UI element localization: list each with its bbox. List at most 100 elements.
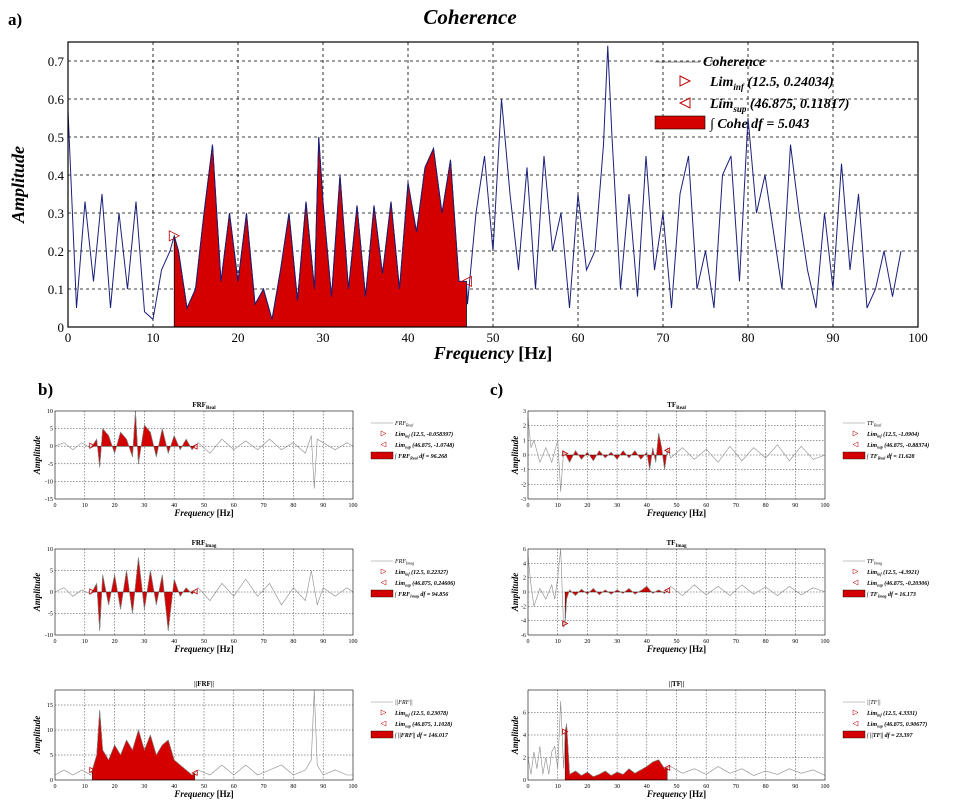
y-tick-label: -2 <box>521 604 526 610</box>
y-tick-label: -5 <box>48 612 53 618</box>
y-tick-label: 10 <box>47 728 53 734</box>
x-tick-label: 20 <box>584 639 590 645</box>
x-axis-label: Frequency [Hz] <box>173 644 233 654</box>
legend-lim-sup: Limsup (46.875, 0.90677) <box>866 721 927 729</box>
legend-lim-inf: Liminf (12.5, -1.0904) <box>866 431 919 439</box>
x-tick-label: 0 <box>527 639 530 645</box>
series-line <box>54 410 354 489</box>
x-tick-label: 100 <box>821 639 830 645</box>
y-tick-label: 0.4 <box>48 168 65 183</box>
x-tick-label: 0 <box>54 503 57 509</box>
legend-lim-sup-marker <box>380 441 387 448</box>
legend-lim-inf-marker <box>380 709 387 716</box>
y-tick-label: 0.6 <box>48 92 65 107</box>
series-line <box>527 418 826 492</box>
legend-lim-sup-marker <box>380 579 387 586</box>
x-tick-label: 90 <box>792 784 798 790</box>
panel-label-c: c) <box>490 380 504 399</box>
y-axis-label: Amplitude <box>32 573 42 613</box>
axes-frame <box>527 410 826 500</box>
y-tick-label: 2 <box>523 576 526 582</box>
y-tick-label: 1 <box>523 438 526 444</box>
x-tick-label: 90 <box>792 639 798 645</box>
x-tick-label: 80 <box>763 639 769 645</box>
x-tick-label: 0 <box>527 503 530 509</box>
y-tick-label: 3 <box>523 409 526 415</box>
y-tick-label: 4 <box>523 733 526 739</box>
x-tick-label: 100 <box>821 503 830 509</box>
y-tick-label: 2 <box>523 424 526 430</box>
legend-area: ∫ ||FRF|| df = 146.017 <box>394 732 449 739</box>
y-axis-label: Amplitude <box>32 716 42 756</box>
x-tick-label: 60 <box>231 503 237 509</box>
x-tick-label: 90 <box>320 503 326 509</box>
x-tick-label: 90 <box>792 503 798 509</box>
legend-trace: ||FRF|| <box>395 700 413 706</box>
y-tick-label: -3 <box>521 497 526 503</box>
legend-trace: ||TF|| <box>867 700 881 706</box>
legend-lim-inf: Liminf (12.5, 0.23078) <box>394 710 448 718</box>
y-tick-label: 0 <box>50 444 53 450</box>
x-tick-label: 60 <box>231 784 237 790</box>
x-tick-label: 50 <box>674 784 680 790</box>
y-tick-label: 10 <box>47 547 53 553</box>
x-tick-label: 60 <box>703 503 709 509</box>
y-tick-label: -5 <box>48 462 53 468</box>
x-tick-label: 70 <box>733 503 739 509</box>
lim-sup-marker <box>191 588 198 595</box>
lim-inf-marker <box>562 450 569 457</box>
y-tick-label: 0 <box>58 320 65 335</box>
legend-lim-inf-marker <box>852 709 859 716</box>
y-axis-label: Amplitude <box>510 716 520 756</box>
x-tick-label: 40 <box>171 639 177 645</box>
lim-sup-marker <box>663 764 671 771</box>
x-tick-label: 30 <box>614 639 620 645</box>
legend-lim-sup: Limsup (46.875, -0.20306) <box>866 580 929 588</box>
x-tick-label: 10 <box>555 784 561 790</box>
x-tick-label: 0 <box>527 784 530 790</box>
legend-lim-inf-marker <box>852 568 859 575</box>
x-tick-label: 60 <box>572 330 585 345</box>
y-tick-label: 0.5 <box>48 130 64 145</box>
legend-lim-sup: Limsup (46.875, 0.11817) <box>709 97 849 114</box>
legend-lim-inf: Liminf (12.5, 0.22327) <box>394 569 448 577</box>
x-tick-label: 0 <box>54 639 57 645</box>
axes-frame <box>527 548 826 636</box>
x-tick-label: 50 <box>487 330 500 345</box>
frf-imag-chart: 0 10 20 30 40 50 60 70 80 90 1001050-5-10Frequency… <box>32 539 455 654</box>
chart-title: FRFReal <box>192 401 216 411</box>
x-tick-label: 30 <box>614 503 620 509</box>
series-line <box>67 45 902 321</box>
y-axis-label: Amplitude <box>32 436 42 476</box>
legend-trace: TFImag <box>867 559 882 566</box>
x-tick-label: 70 <box>261 784 267 790</box>
legend-area-swatch <box>370 730 394 739</box>
lim-inf-marker <box>89 588 96 595</box>
x-tick-label: 60 <box>703 784 709 790</box>
x-tick-label: 10 <box>82 639 88 645</box>
legend-area-swatch <box>842 589 866 598</box>
lim-inf-marker <box>562 728 569 735</box>
axes-frame <box>54 689 354 781</box>
x-tick-label: 30 <box>141 784 147 790</box>
y-tick-label: -15 <box>45 497 53 503</box>
x-tick-label: 40 <box>171 503 177 509</box>
y-tick-label: 0 <box>523 453 526 459</box>
x-tick-label: 10 <box>555 639 561 645</box>
legend-lim-sup-marker <box>852 579 859 586</box>
x-tick-label: 100 <box>349 503 358 509</box>
y-tick-label: 0 <box>50 590 53 596</box>
legend-lim-sup: Limsup (46.875, 1.1028) <box>394 721 452 729</box>
x-tick-label: 80 <box>290 784 296 790</box>
x-tick-label: 40 <box>171 784 177 790</box>
legend-area: ∫ FRFReal df = 96.268 <box>394 453 447 461</box>
y-tick-label: 0 <box>523 778 526 784</box>
x-axis-label: Frequency [Hz] <box>646 789 706 799</box>
x-tick-label: 40 <box>402 330 415 345</box>
x-tick-label: 70 <box>657 330 670 345</box>
x-tick-label: 50 <box>201 503 207 509</box>
legend-lim-inf-marker <box>380 568 387 575</box>
legend-lim-sup: Limsup (46.875, -0.88374) <box>866 442 929 450</box>
